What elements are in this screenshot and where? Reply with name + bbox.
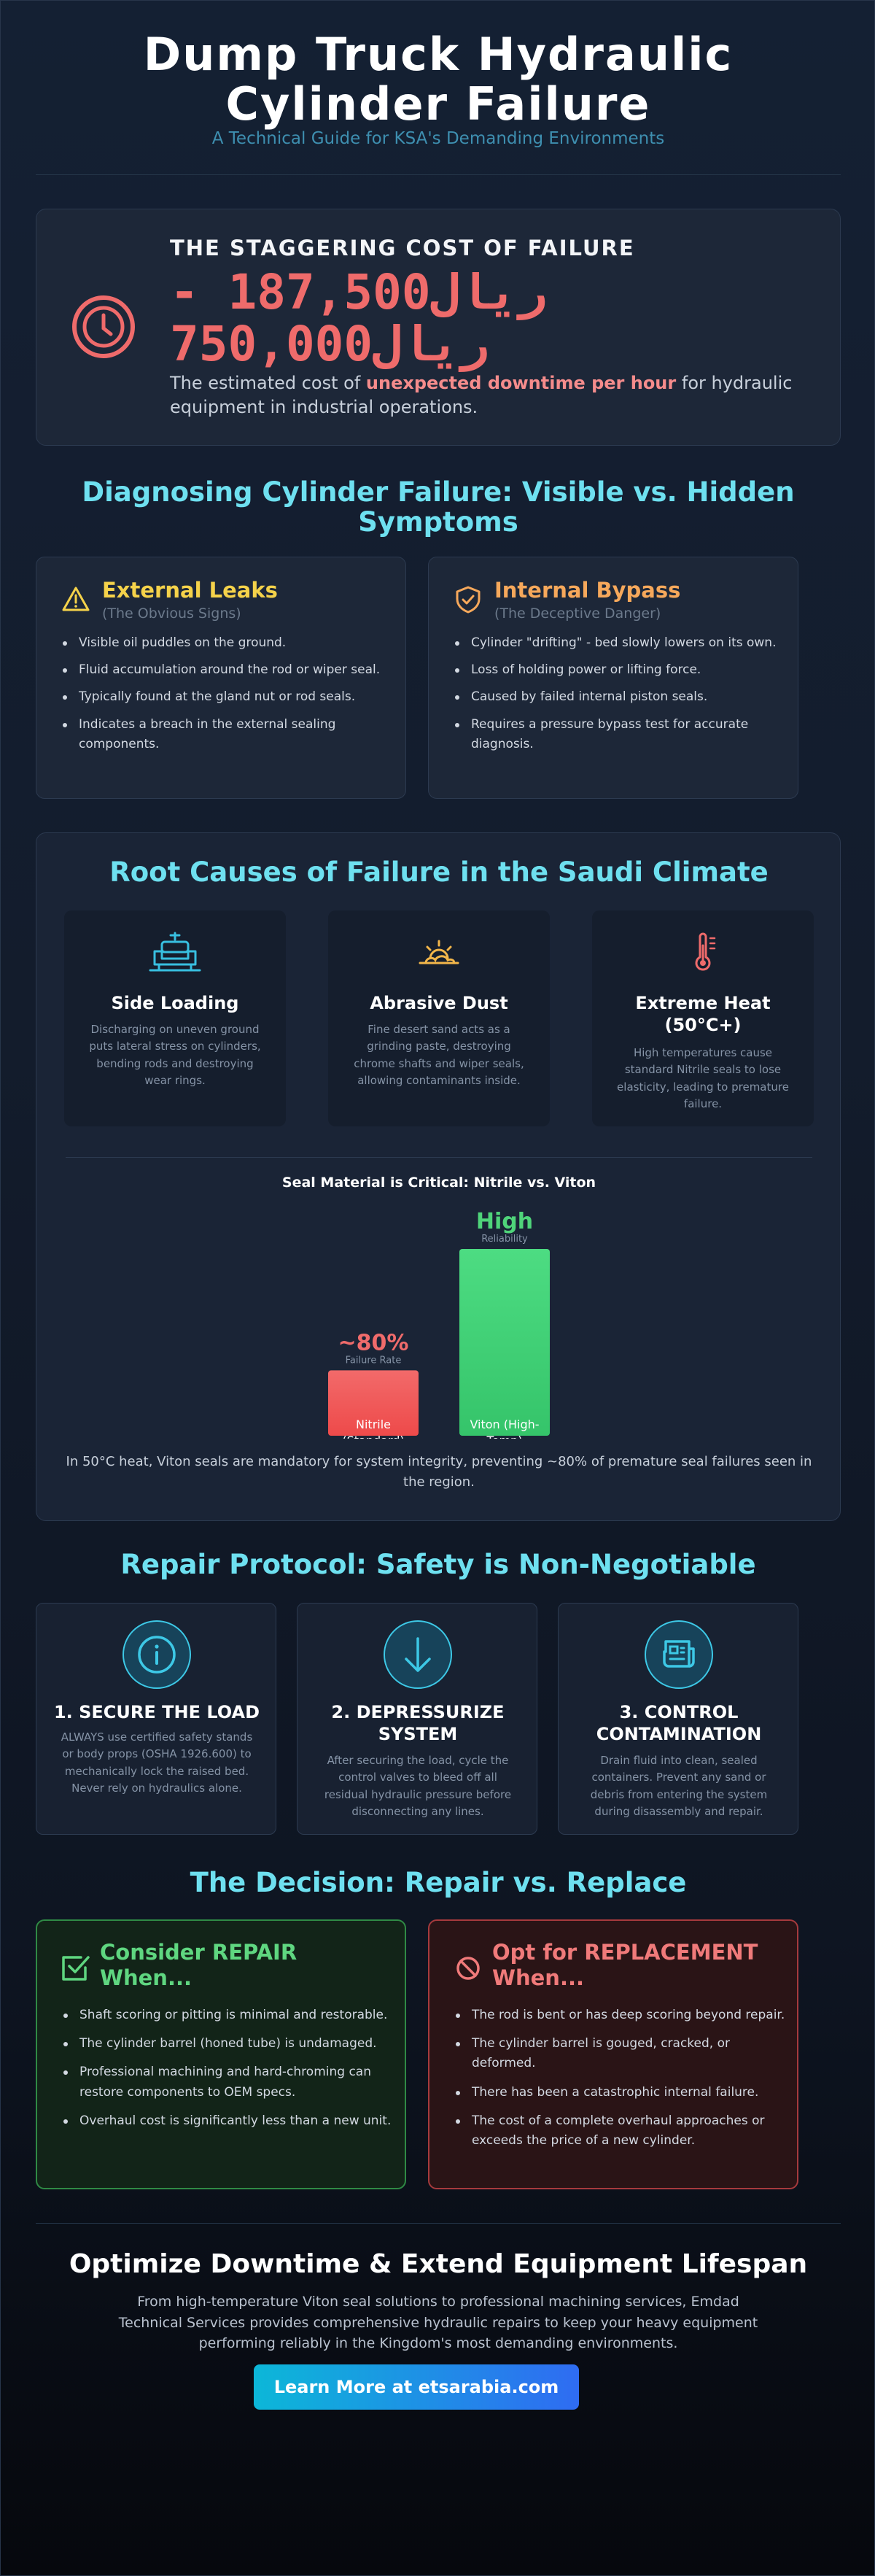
- external-leaks-title: External Leaks: [102, 578, 278, 603]
- bar-value-caption: Failure Rate: [346, 1355, 402, 1366]
- cause-title: Side Loading: [111, 993, 239, 1013]
- root-causes-panel: Root Causes of Failure in the Saudi Clim…: [36, 832, 841, 1521]
- cta-title: Optimize Downtime & Extend Equipment Lif…: [69, 2249, 808, 2279]
- internal-bypass-title: Internal Bypass: [494, 578, 681, 603]
- cost-desc-prefix: The estimated cost of: [170, 373, 366, 393]
- bar-category-label: Viton (High-: [470, 1417, 539, 1431]
- chart-bar: [328, 1370, 419, 1436]
- cost-label: THE STAGGERING COST OF FAILURE: [170, 236, 635, 260]
- page-title: Dump Truck Hydraulic Cylinder Failure: [143, 28, 734, 131]
- step-title: 2. DEPRESSURIZE SYSTEM: [331, 1702, 505, 1744]
- bar-value-label: ~80%: [338, 1330, 409, 1355]
- cost-card: THE STAGGERING COST OF FAILURE - 187,500…: [36, 209, 841, 446]
- repair-list: Shaft scoring or pitting is minimal and …: [61, 2006, 396, 2140]
- internal-bypass-list: Cylinder "drifting" - bed slowly lowers …: [452, 633, 780, 762]
- list-item: Indicates a breach in the external seali…: [60, 715, 388, 754]
- external-leaks-list: Visible oil puddles on the ground. Fluid…: [60, 633, 388, 762]
- decision-title: The Decision: Repair vs. Replace: [190, 1867, 687, 1898]
- sofa-icon: [149, 932, 201, 972]
- checkbox-icon: [62, 1956, 90, 1981]
- cost-desc-highlight: unexpected downtime per hour: [365, 373, 677, 393]
- list-item: Requires a pressure bypass test for accu…: [452, 715, 780, 754]
- list-item: Cylinder "drifting" - bed slowly lowers …: [452, 633, 780, 653]
- list-item: Shaft scoring or pitting is minimal and …: [61, 2006, 396, 2025]
- repair-title: Consider REPAIR When...: [100, 1940, 298, 1991]
- list-item: The cylinder barrel (honed tube) is unda…: [61, 2034, 396, 2054]
- bar-category-label-line2: Temp): [486, 1434, 523, 1439]
- list-item: There has been a catastrophic internal f…: [453, 2083, 788, 2103]
- step-title: 1. SECURE THE LOAD: [53, 1702, 260, 1722]
- arrow-down-icon: [384, 1620, 452, 1689]
- warning-triangle-icon: [62, 587, 90, 611]
- root-causes-divider: [66, 1157, 812, 1158]
- sunset-cloud-icon: [419, 940, 459, 964]
- cause-card-abrasive-dust: Abrasive Dust Fine desert sand acts as a…: [328, 910, 550, 1126]
- cause-title: Extreme Heat (50°C+): [635, 993, 771, 1035]
- step-title: 3. CONTROL CONTAMINATION: [596, 1702, 762, 1744]
- cost-range: - 187,500ريال 750,000ريال: [170, 266, 578, 371]
- list-item: Loss of holding power or lifting force.: [452, 660, 780, 680]
- seal-material-chart: ~80%Failure Rate Nitrile (Standard) HighRel…: [328, 1209, 550, 1439]
- repair-card: Consider REPAIR When... Shaft scoring or…: [36, 1919, 406, 2189]
- list-item: Professional machining and hard-chroming…: [61, 2062, 396, 2102]
- bar-category-label: Nitrile: [356, 1417, 391, 1431]
- replace-list: The rod is bent or has deep scoring beyo…: [453, 2006, 788, 2159]
- external-leaks-card: External Leaks (The Obvious Signs) Visib…: [36, 557, 406, 799]
- step-description: ALWAYS use certified safety stands or bo…: [61, 1730, 253, 1795]
- step-description: After securing the load, cycle the contr…: [324, 1754, 512, 1818]
- bar-value-label: High: [476, 1209, 533, 1234]
- cause-card-extreme-heat: Extreme Heat (50°C+) High temperatures c…: [592, 910, 814, 1126]
- list-item: The cylinder barrel is gouged, cracked, …: [453, 2034, 788, 2073]
- cause-title: Abrasive Dust: [370, 993, 508, 1013]
- replace-card: Opt for REPLACEMENT When... The rod is b…: [428, 1919, 798, 2189]
- clock-icon: [72, 295, 135, 358]
- footer-divider: [36, 2223, 841, 2224]
- cause-description: Discharging on uneven ground puts latera…: [89, 1023, 261, 1087]
- thermometer-icon: [695, 932, 716, 971]
- step-card-depressurize: 2. DEPRESSURIZE SYSTEM After securing th…: [297, 1603, 537, 1835]
- list-item: The cost of a complete overhaul approach…: [453, 2111, 788, 2151]
- root-causes-title: Root Causes of Failure in the Saudi Clim…: [109, 856, 769, 888]
- cost-range-high: 750,000ريال: [170, 316, 489, 373]
- list-item: Overhaul cost is significantly less than…: [61, 2111, 396, 2131]
- diagnosis-title: Diagnosing Cylinder Failure: Visible vs.…: [82, 476, 795, 538]
- prohibited-icon: [456, 1957, 480, 1980]
- cause-description: Fine desert sand acts as a grinding past…: [354, 1023, 524, 1087]
- info-icon: [122, 1620, 191, 1689]
- bar-category-label-line2: (Standard): [342, 1434, 404, 1439]
- cta-text: From high-temperature Viton seal solutio…: [118, 2294, 758, 2351]
- newspaper-icon: [645, 1620, 713, 1689]
- chart-title: Seal Material is Critical: Nitrile vs. V…: [281, 1175, 596, 1191]
- cost-range-low: - 187,500ريال: [170, 264, 547, 320]
- header-divider: [36, 174, 841, 175]
- cause-card-side-loading: Side Loading Discharging on uneven groun…: [64, 910, 286, 1126]
- cause-description: High temperatures cause standard Nitrile…: [617, 1046, 789, 1110]
- external-leaks-subtitle: (The Obvious Signs): [102, 606, 241, 622]
- list-item: Visible oil puddles on the ground.: [60, 633, 388, 653]
- internal-bypass-subtitle: (The Deceptive Danger): [494, 606, 661, 622]
- chart-bar: [459, 1249, 550, 1436]
- step-description: Drain fluid into clean, sealed container…: [590, 1754, 768, 1818]
- step-card-secure-load: 1. SECURE THE LOAD ALWAYS use certified …: [36, 1603, 276, 1835]
- protocol-title: Repair Protocol: Safety is Non-Negotiabl…: [120, 1549, 756, 1580]
- learn-more-button[interactable]: Learn More at etsarabia.com: [254, 2364, 579, 2410]
- list-item: The rod is bent or has deep scoring beyo…: [453, 2006, 788, 2025]
- step-card-contamination: 3. CONTROL CONTAMINATION Drain fluid int…: [558, 1603, 798, 1835]
- list-item: Typically found at the gland nut or rod …: [60, 687, 388, 707]
- page-subtitle: A Technical Guide for KSA's Demanding En…: [211, 129, 665, 148]
- shield-check-icon: [456, 586, 481, 614]
- cost-description: The estimated cost of unexpected downtim…: [170, 371, 812, 419]
- internal-bypass-card: Internal Bypass (The Deceptive Danger) C…: [428, 557, 798, 799]
- chart-note: In 50°C heat, Viton seals are mandatory …: [66, 1454, 812, 1490]
- list-item: Caused by failed internal piston seals.: [452, 687, 780, 707]
- list-item: Fluid accumulation around the rod or wip…: [60, 660, 388, 680]
- bar-value-caption: Reliability: [481, 1234, 528, 1245]
- replace-title: Opt for REPLACEMENT When...: [492, 1940, 758, 1991]
- cost-desc-suffix: for hydraulic equipment in industrial op…: [170, 373, 793, 417]
